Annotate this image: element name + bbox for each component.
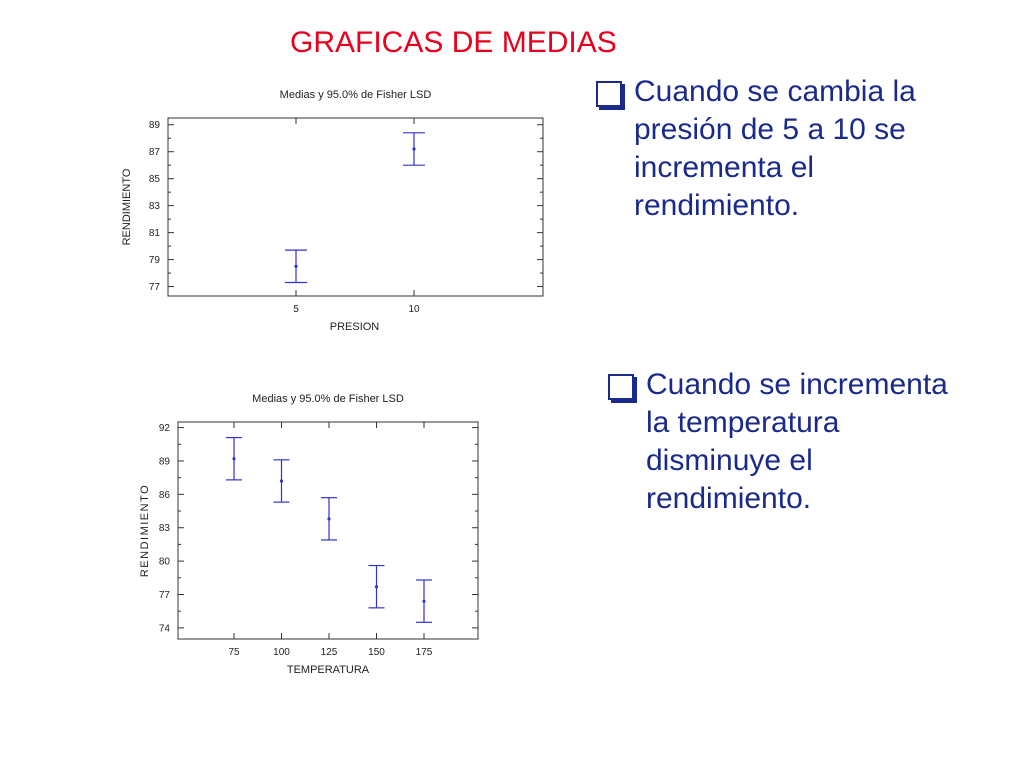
x-tick-label: 75 [228,647,240,658]
x-axis-label: PRESION [330,321,380,333]
bullet-pressure-text: Cuando se cambia la presión de 5 a 10 se… [634,75,916,222]
chart-title: Medias y 95.0% de Fisher LSD [280,89,432,101]
y-tick-label: 77 [149,282,161,293]
plot-frame [167,117,544,297]
y-tick-label: 87 [149,147,161,158]
y-tick-label: 89 [159,456,171,467]
checkbox-bullet-icon [596,81,622,107]
chart-title: Medias y 95.0% de Fisher LSD [252,393,404,405]
x-tick-label: 125 [321,647,338,658]
y-tick-label: 92 [159,423,171,434]
x-axis-label: TEMPERATURA [287,664,370,676]
mean-point [412,147,416,151]
bullet-temperature: Cuando se incrementa la temperatura dism… [608,366,1008,518]
x-tick-label: 175 [416,647,433,658]
mean-point [232,457,236,461]
mean-point [327,517,331,521]
mean-point [294,264,298,268]
x-tick-label: 5 [293,304,299,315]
mean-point [279,479,284,483]
y-tick-label: 83 [149,201,161,212]
y-tick-label: 83 [159,523,171,534]
checkbox-bullet-icon [608,374,634,400]
bullet-pressure: Cuando se cambia la presión de 5 a 10 se… [596,73,1006,225]
y-tick-label: 81 [149,228,161,239]
mean-point [374,585,379,589]
y-tick-label: 89 [149,120,161,131]
slide-title: GRAFICAS DE MEDIAS [290,26,617,59]
x-tick-label: 150 [368,647,385,658]
x-tick-label: 10 [408,304,420,315]
y-tick-label: 74 [159,623,171,634]
plot-frame [177,421,479,640]
y-tick-label: 80 [159,557,171,568]
y-axis-label: RENDIMIENTO [139,484,151,577]
bullet-temperature-text: Cuando se incrementa la temperatura dism… [646,368,948,515]
y-tick-label: 86 [159,490,171,501]
y-axis-label: RENDIMIENTO [121,168,133,245]
y-tick-label: 85 [149,174,161,185]
mean-point [422,599,426,603]
y-tick-label: 77 [159,590,171,601]
y-tick-label: 79 [149,255,161,266]
x-tick-label: 100 [273,647,290,658]
